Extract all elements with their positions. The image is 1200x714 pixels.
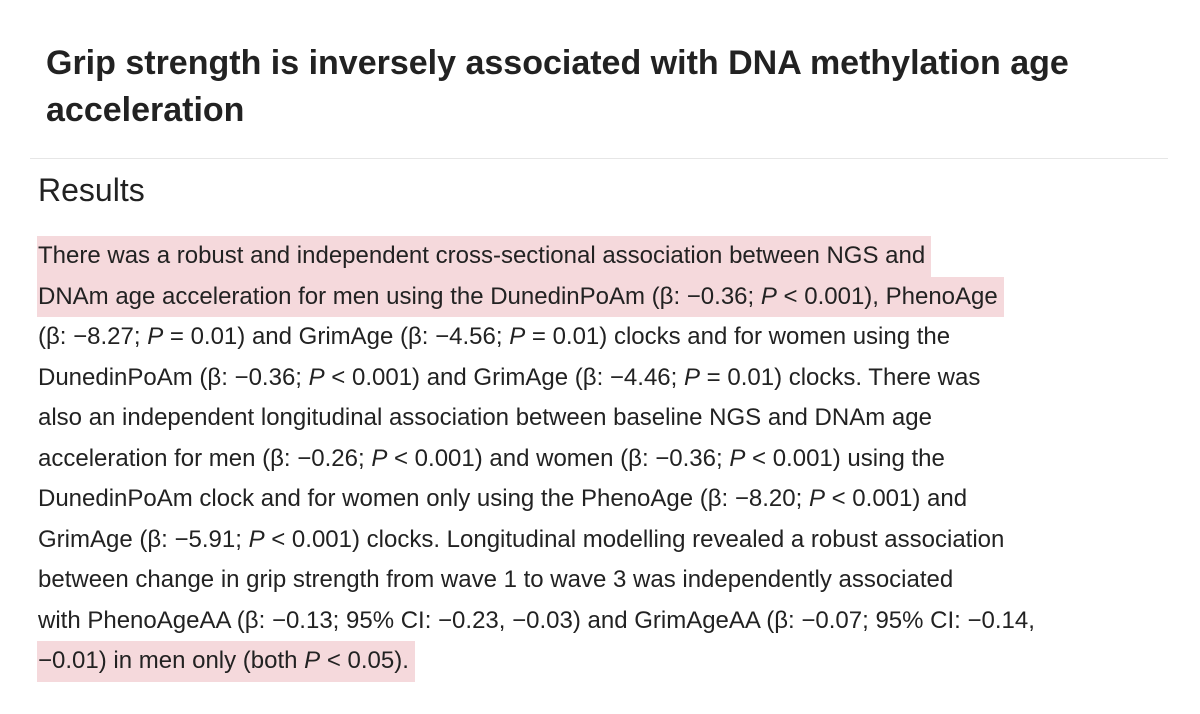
- italic-run: P: [371, 444, 388, 472]
- text-run: DunedinPoAm (β: −0.36;: [38, 363, 309, 391]
- highlighted-line: −0.01) in men only (both P < 0.05).: [37, 641, 415, 682]
- italic-run: P: [808, 485, 825, 512]
- divider: [30, 158, 1168, 159]
- italic-run: P: [509, 323, 526, 350]
- highlighted-line: DNAm age acceleration for men using the …: [37, 276, 1004, 317]
- text-run: −0.01) in men only (both: [38, 647, 305, 674]
- text-run: with PhenoAgeAA (β: −0.13; 95% CI: −0.23…: [38, 606, 1035, 634]
- italic-run: P: [760, 282, 777, 310]
- italic-run: P: [304, 647, 321, 674]
- text-run: between change in grip strength from wav…: [38, 566, 954, 593]
- text-line: between change in grip strength from wav…: [37, 560, 959, 601]
- italic-run: P: [729, 444, 746, 472]
- text-run: < 0.001) using the: [745, 444, 945, 472]
- text-run: = 0.01) clocks. There was: [700, 363, 981, 391]
- text-run: < 0.001) and: [824, 485, 968, 512]
- text-run: There was a robust and independent cross…: [38, 242, 926, 269]
- text-run: < 0.05).: [320, 647, 409, 674]
- text-line: acceleration for men (β: −0.26; P < 0.00…: [37, 439, 951, 480]
- text-line: with PhenoAgeAA (β: −0.13; 95% CI: −0.23…: [37, 601, 1041, 642]
- text-run: < 0.001) clocks. Longitudinal modelling …: [264, 525, 1005, 553]
- section-heading: Results: [38, 172, 145, 208]
- article-title: Grip strength is inversely associated wi…: [46, 44, 1069, 129]
- text-run: GrimAge (β: −5.91;: [38, 525, 249, 553]
- text-run: also an independent longitudinal associa…: [38, 404, 932, 431]
- text-run: (β: −8.27;: [38, 323, 148, 350]
- italic-run: P: [308, 363, 325, 391]
- text-run: acceleration for men (β: −0.26;: [38, 444, 372, 472]
- italic-run: P: [683, 363, 700, 391]
- text-run: = 0.01) clocks and for women using the: [525, 323, 951, 350]
- text-line: also an independent longitudinal associa…: [37, 398, 938, 439]
- text-run: DunedinPoAm clock and for women only usi…: [38, 485, 809, 512]
- text-line: DunedinPoAm (β: −0.36; P < 0.001) and Gr…: [37, 358, 986, 399]
- italic-run: P: [248, 525, 265, 553]
- text-line: GrimAge (β: −5.91; P < 0.001) clocks. Lo…: [37, 520, 1010, 561]
- italic-run: P: [147, 323, 164, 350]
- text-line: (β: −8.27; P = 0.01) and GrimAge (β: −4.…: [37, 317, 956, 358]
- text-run: < 0.001) and women (β: −0.36;: [387, 444, 730, 472]
- text-run: < 0.001), PhenoAge: [776, 282, 998, 310]
- text-run: DNAm age acceleration for men using the …: [38, 282, 761, 310]
- text-line: DunedinPoAm clock and for women only usi…: [37, 479, 973, 520]
- text-run: = 0.01) and GrimAge (β: −4.56;: [163, 323, 510, 350]
- highlighted-line: There was a robust and independent cross…: [37, 236, 932, 277]
- text-run: < 0.001) and GrimAge (β: −4.46;: [324, 363, 684, 391]
